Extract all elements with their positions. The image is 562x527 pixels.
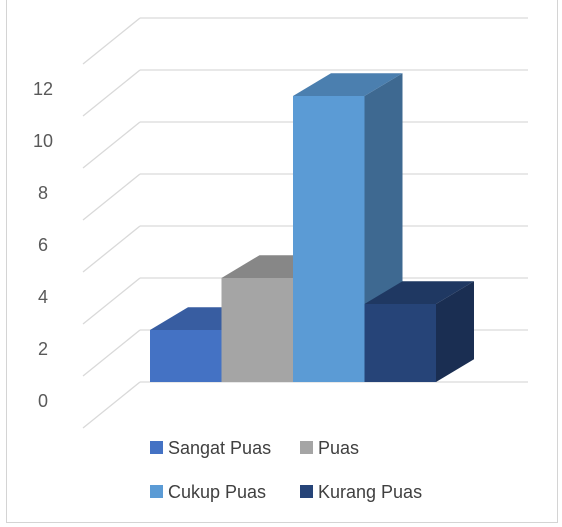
gridline <box>82 69 528 117</box>
legend-label: Sangat Puas <box>168 438 271 458</box>
y-axis: 0 2 4 6 8 10 12 <box>33 79 53 411</box>
y-tick-label: 6 <box>38 235 48 255</box>
legend: Sangat Puas Puas Cukup Puas Kurang Puas <box>150 438 422 502</box>
bars <box>150 73 474 382</box>
y-tick-label: 8 <box>38 183 48 203</box>
y-tick-label: 2 <box>38 339 48 359</box>
y-tick-label: 4 <box>38 287 48 307</box>
bar <box>364 281 474 382</box>
legend-swatch <box>300 485 313 498</box>
chart-frame <box>6 0 558 523</box>
legend-item: Sangat Puas <box>150 438 271 458</box>
gridline <box>82 381 528 429</box>
gridline <box>82 17 528 65</box>
legend-item: Cukup Puas <box>150 482 266 502</box>
legend-swatch <box>300 441 313 454</box>
legend-item: Puas <box>300 438 359 458</box>
legend-label: Puas <box>318 438 359 458</box>
y-tick-label: 10 <box>33 131 53 151</box>
y-tick-label: 0 <box>38 391 48 411</box>
legend-item: Kurang Puas <box>300 482 422 502</box>
legend-swatch <box>150 441 163 454</box>
legend-swatch <box>150 485 163 498</box>
legend-label: Cukup Puas <box>168 482 266 502</box>
legend-label: Kurang Puas <box>318 482 422 502</box>
y-tick-label: 12 <box>33 79 53 99</box>
